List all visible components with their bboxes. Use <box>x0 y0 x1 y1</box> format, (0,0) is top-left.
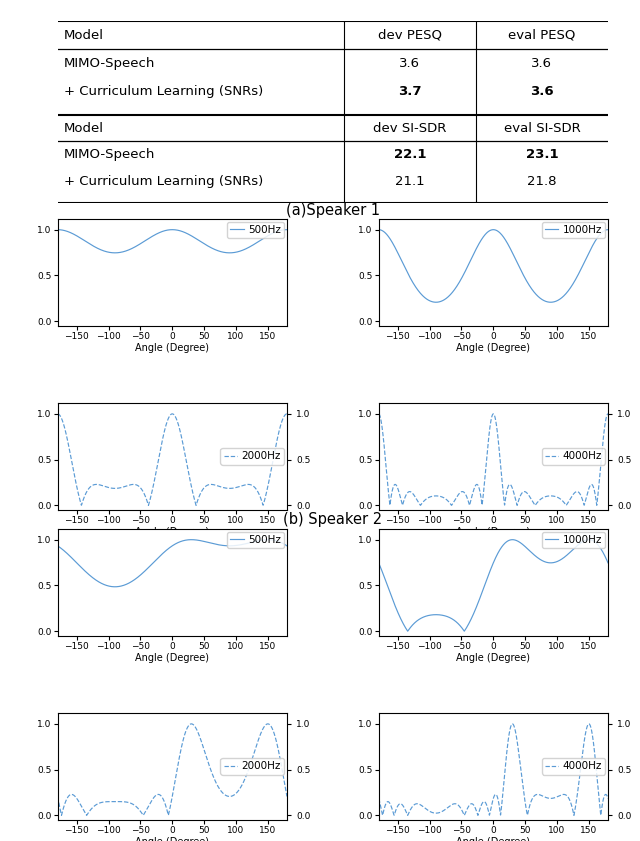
Legend: 1000Hz: 1000Hz <box>541 222 605 238</box>
X-axis label: Angle (Degree): Angle (Degree) <box>135 838 209 841</box>
Text: 22.1: 22.1 <box>394 148 426 161</box>
Legend: 1000Hz: 1000Hz <box>541 532 605 548</box>
X-axis label: Angle (Degree): Angle (Degree) <box>456 838 531 841</box>
Text: + Curriculum Learning (SNRs): + Curriculum Learning (SNRs) <box>64 86 264 98</box>
Text: 3.6: 3.6 <box>530 86 554 98</box>
Text: 3.7: 3.7 <box>398 86 422 98</box>
X-axis label: Angle (Degree): Angle (Degree) <box>135 527 209 537</box>
Text: 23.1: 23.1 <box>525 148 558 161</box>
Text: Model: Model <box>64 122 104 135</box>
X-axis label: Angle (Degree): Angle (Degree) <box>135 653 209 663</box>
Text: Model: Model <box>64 29 104 42</box>
X-axis label: Angle (Degree): Angle (Degree) <box>456 343 531 353</box>
Text: eval SI-SDR: eval SI-SDR <box>504 122 580 135</box>
X-axis label: Angle (Degree): Angle (Degree) <box>456 653 531 663</box>
Text: (a)Speaker 1: (a)Speaker 1 <box>285 204 380 219</box>
Text: 21.8: 21.8 <box>527 175 557 188</box>
Legend: 4000Hz: 4000Hz <box>541 759 605 775</box>
Text: MIMO-Speech: MIMO-Speech <box>64 148 156 161</box>
Text: dev SI-SDR: dev SI-SDR <box>373 122 447 135</box>
X-axis label: Angle (Degree): Angle (Degree) <box>135 343 209 353</box>
Legend: 500Hz: 500Hz <box>227 532 284 548</box>
Text: MIMO-Speech: MIMO-Speech <box>64 57 156 70</box>
X-axis label: Angle (Degree): Angle (Degree) <box>456 527 531 537</box>
Legend: 4000Hz: 4000Hz <box>541 448 605 464</box>
Legend: 2000Hz: 2000Hz <box>220 759 284 775</box>
Legend: 500Hz: 500Hz <box>227 222 284 238</box>
Text: 21.1: 21.1 <box>395 175 425 188</box>
Text: dev PESQ: dev PESQ <box>378 29 442 42</box>
Text: (b) Speaker 2: (b) Speaker 2 <box>284 512 382 526</box>
Legend: 2000Hz: 2000Hz <box>220 448 284 464</box>
Text: + Curriculum Learning (SNRs): + Curriculum Learning (SNRs) <box>64 175 264 188</box>
Text: eval PESQ: eval PESQ <box>508 29 575 42</box>
Text: 3.6: 3.6 <box>531 57 552 70</box>
Text: 3.6: 3.6 <box>399 57 420 70</box>
